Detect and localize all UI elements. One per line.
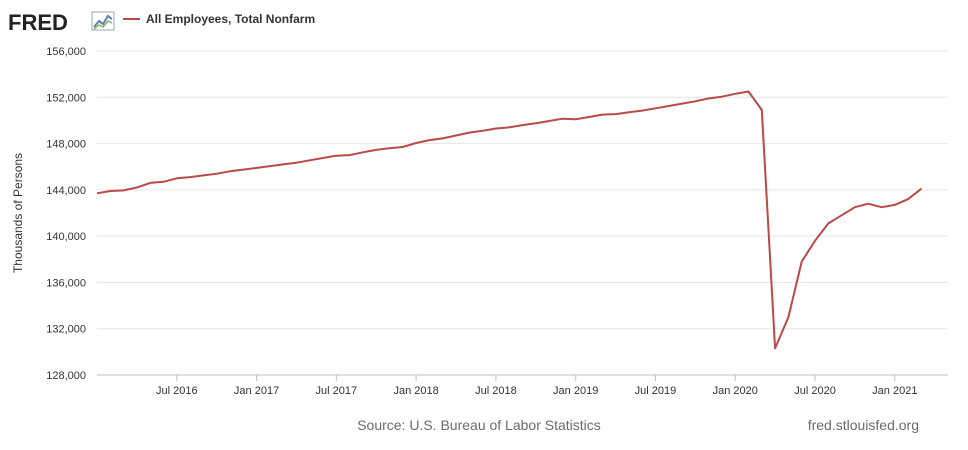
data-point[interactable] (772, 345, 778, 351)
data-point[interactable] (187, 174, 193, 180)
data-point[interactable] (865, 201, 871, 207)
data-point[interactable] (293, 160, 299, 166)
series-line[interactable] (96, 90, 923, 350)
data-point[interactable] (387, 145, 393, 151)
data-point[interactable] (453, 132, 459, 138)
y-axis-title: Thousands of Persons (11, 153, 25, 273)
x-axis-ticks: Jul 2016 Jan 2017 Jul 2017 Jan 2018 Jul 2018… (156, 375, 917, 397)
data-point[interactable] (426, 137, 432, 143)
data-point[interactable] (839, 212, 845, 218)
x-tick-label: Jul 2016 (156, 385, 198, 397)
data-point[interactable] (347, 152, 353, 158)
data-point[interactable] (373, 147, 379, 153)
data-point[interactable] (599, 112, 605, 118)
data-point[interactable] (586, 114, 592, 120)
y-axis-ticks: 128,000 132,000 136,000 140,000 144,000 148,0… (46, 46, 86, 382)
data-point[interactable] (400, 144, 406, 150)
data-point[interactable] (360, 149, 366, 155)
legend-label: All Employees, Total Nonfarm (146, 12, 315, 26)
data-point[interactable] (214, 171, 220, 177)
x-tick-label: Jan 2017 (234, 385, 279, 397)
data-point[interactable] (546, 118, 552, 124)
data-point[interactable] (200, 172, 206, 178)
data-point[interactable] (267, 163, 273, 169)
data-point[interactable] (533, 120, 539, 126)
data-point[interactable] (506, 124, 512, 130)
data-point[interactable] (892, 202, 898, 208)
data-point[interactable] (746, 89, 752, 95)
y-tick-label: 132,000 (46, 324, 86, 336)
data-point[interactable] (825, 220, 831, 226)
y-tick-label: 152,000 (46, 92, 86, 104)
legend[interactable]: All Employees, Total Nonfarm (123, 12, 315, 26)
grid-lines (97, 50, 948, 330)
data-point[interactable] (493, 126, 499, 132)
data-point[interactable] (852, 204, 858, 210)
fred-logo[interactable]: FRED (8, 10, 115, 35)
data-point[interactable] (799, 259, 805, 265)
y-tick-label: 128,000 (46, 370, 86, 382)
data-point[interactable] (666, 103, 672, 109)
data-point[interactable] (573, 116, 579, 122)
x-tick-label: Jan 2021 (872, 385, 917, 397)
data-point[interactable] (333, 153, 339, 159)
data-point[interactable] (107, 188, 113, 194)
y-tick-label: 136,000 (46, 277, 86, 289)
data-point[interactable] (160, 179, 166, 185)
data-point[interactable] (134, 185, 140, 191)
y-tick-label: 144,000 (46, 185, 86, 197)
data-point[interactable] (639, 108, 645, 114)
x-tick-label: Jan 2020 (713, 385, 758, 397)
data-point[interactable] (440, 135, 446, 141)
data-point[interactable] (905, 196, 911, 202)
data-point[interactable] (280, 161, 286, 167)
data-point[interactable] (812, 238, 818, 244)
data-point[interactable] (719, 94, 725, 100)
site-link[interactable]: fred.stlouisfed.org (808, 417, 919, 433)
data-point[interactable] (307, 157, 313, 163)
data-point[interactable] (320, 155, 326, 161)
data-point[interactable] (227, 168, 233, 174)
x-tick-label: Jan 2019 (553, 385, 598, 397)
fred-graph-icon (91, 11, 115, 31)
data-point[interactable] (480, 128, 486, 134)
y-tick-label: 140,000 (46, 231, 86, 243)
data-point[interactable] (613, 111, 619, 117)
x-tick-label: Jul 2017 (316, 385, 358, 397)
data-point[interactable] (466, 130, 472, 136)
data-point[interactable] (692, 98, 698, 104)
data-point[interactable] (413, 140, 419, 146)
data-point[interactable] (679, 101, 685, 107)
fred-logo-text: FRED (8, 10, 68, 35)
data-point[interactable] (732, 91, 738, 97)
data-point[interactable] (520, 122, 526, 128)
data-point[interactable] (94, 190, 100, 196)
data-point[interactable] (785, 314, 791, 320)
y-tick-label: 156,000 (46, 46, 86, 58)
data-point[interactable] (879, 204, 885, 210)
data-point[interactable] (254, 165, 260, 171)
source-note: Source: U.S. Bureau of Labor Statistics (357, 417, 601, 433)
data-point[interactable] (759, 107, 765, 113)
data-point[interactable] (918, 186, 924, 192)
x-tick-label: Jul 2019 (635, 385, 677, 397)
data-point[interactable] (706, 95, 712, 101)
data-point[interactable] (559, 116, 565, 122)
data-point[interactable] (240, 167, 246, 173)
x-tick-label: Jan 2018 (393, 385, 438, 397)
data-point[interactable] (626, 109, 632, 115)
y-tick-label: 148,000 (46, 139, 86, 151)
series-layer[interactable] (94, 89, 924, 352)
x-tick-label: Jul 2020 (794, 385, 836, 397)
data-point[interactable] (121, 187, 127, 193)
x-tick-label: Jul 2018 (475, 385, 517, 397)
data-point[interactable] (147, 180, 153, 186)
data-point[interactable] (652, 105, 658, 111)
data-point[interactable] (174, 175, 180, 181)
